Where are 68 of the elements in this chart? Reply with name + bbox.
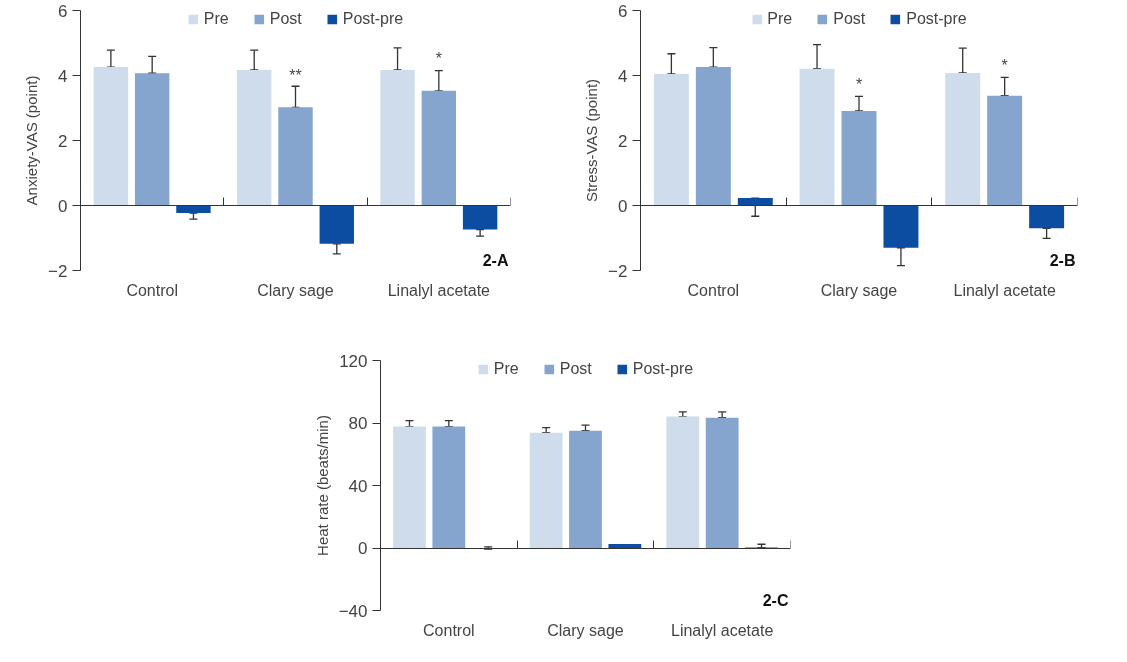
bar	[319, 205, 354, 244]
bar	[945, 72, 981, 206]
x-tick-label: Linalyl acetate	[953, 281, 1056, 299]
legend-label: Post	[833, 10, 866, 28]
x-tick-label: Clary sage	[257, 281, 334, 299]
bar	[176, 205, 211, 213]
y-tick-label: −40	[338, 601, 368, 621]
bar	[134, 73, 170, 206]
bar	[1029, 205, 1065, 229]
annotation: 2-C	[762, 591, 789, 609]
bar	[432, 426, 466, 548]
y-tick-label: 2	[58, 131, 68, 151]
annotation: *	[855, 76, 863, 94]
y-tick-label: 0	[358, 539, 368, 558]
bar	[653, 73, 689, 206]
x-tick-label: Linalyl acetate	[387, 281, 491, 299]
bar	[529, 432, 563, 548]
y-tick-label: 0	[618, 196, 628, 216]
y-tick-label: 4	[618, 66, 628, 86]
bar	[737, 198, 773, 206]
bar	[608, 543, 642, 548]
bar	[569, 430, 602, 548]
bar	[278, 107, 313, 206]
y-tick-label: 4	[58, 66, 68, 86]
bar	[462, 205, 498, 230]
x-tick-label: Control	[687, 281, 740, 299]
y-tick-label: 6	[58, 1, 68, 21]
y-tick-label: 6	[618, 1, 628, 21]
bar	[237, 69, 272, 206]
y-tick-label: 2	[618, 131, 628, 151]
x-tick-label: Linalyl acetate	[671, 621, 774, 639]
legend-label: Post	[269, 10, 302, 28]
y-tick-label: 120	[339, 351, 368, 371]
y-axis-title: Stress-VAS (point)	[583, 78, 601, 203]
y-axis-title: Heat rate (beats/min)	[313, 415, 331, 556]
bar	[695, 67, 731, 206]
y-tick-label: −2	[48, 261, 68, 281]
y-axis-title: Anxiety-VAS (point)	[23, 75, 41, 206]
annotation: **	[289, 66, 302, 84]
x-tick-label: Clary sage	[547, 621, 624, 639]
y-tick-label: −2	[608, 261, 628, 281]
x-tick-label: Control	[126, 281, 178, 299]
bar	[799, 68, 835, 206]
legend-label: Pre	[493, 360, 519, 378]
y-tick-label: 40	[348, 476, 368, 496]
bar	[666, 416, 700, 548]
legend-label: Post-pre	[342, 10, 404, 28]
annotation: 2-B	[1049, 251, 1076, 269]
annotation: *	[1001, 56, 1008, 74]
legend-label: Post-pre	[906, 10, 967, 28]
bar	[987, 95, 1023, 206]
legend-label: Pre	[767, 10, 793, 28]
x-tick-label: Clary sage	[820, 281, 898, 299]
bar	[841, 110, 877, 206]
bar	[421, 90, 457, 206]
y-tick-label: 0	[58, 196, 68, 216]
bar	[883, 205, 919, 248]
legend-label: Post	[559, 360, 592, 378]
bar	[93, 67, 129, 206]
x-tick-label: Control	[423, 621, 475, 639]
annotation: 2-A	[482, 251, 509, 269]
legend-label: Pre	[203, 10, 229, 28]
annotation: *	[435, 50, 442, 68]
legend-label: Post-pre	[632, 360, 694, 378]
bar	[393, 426, 426, 548]
y-tick-label: 80	[348, 414, 368, 433]
bar	[380, 69, 415, 206]
bar	[705, 417, 739, 548]
